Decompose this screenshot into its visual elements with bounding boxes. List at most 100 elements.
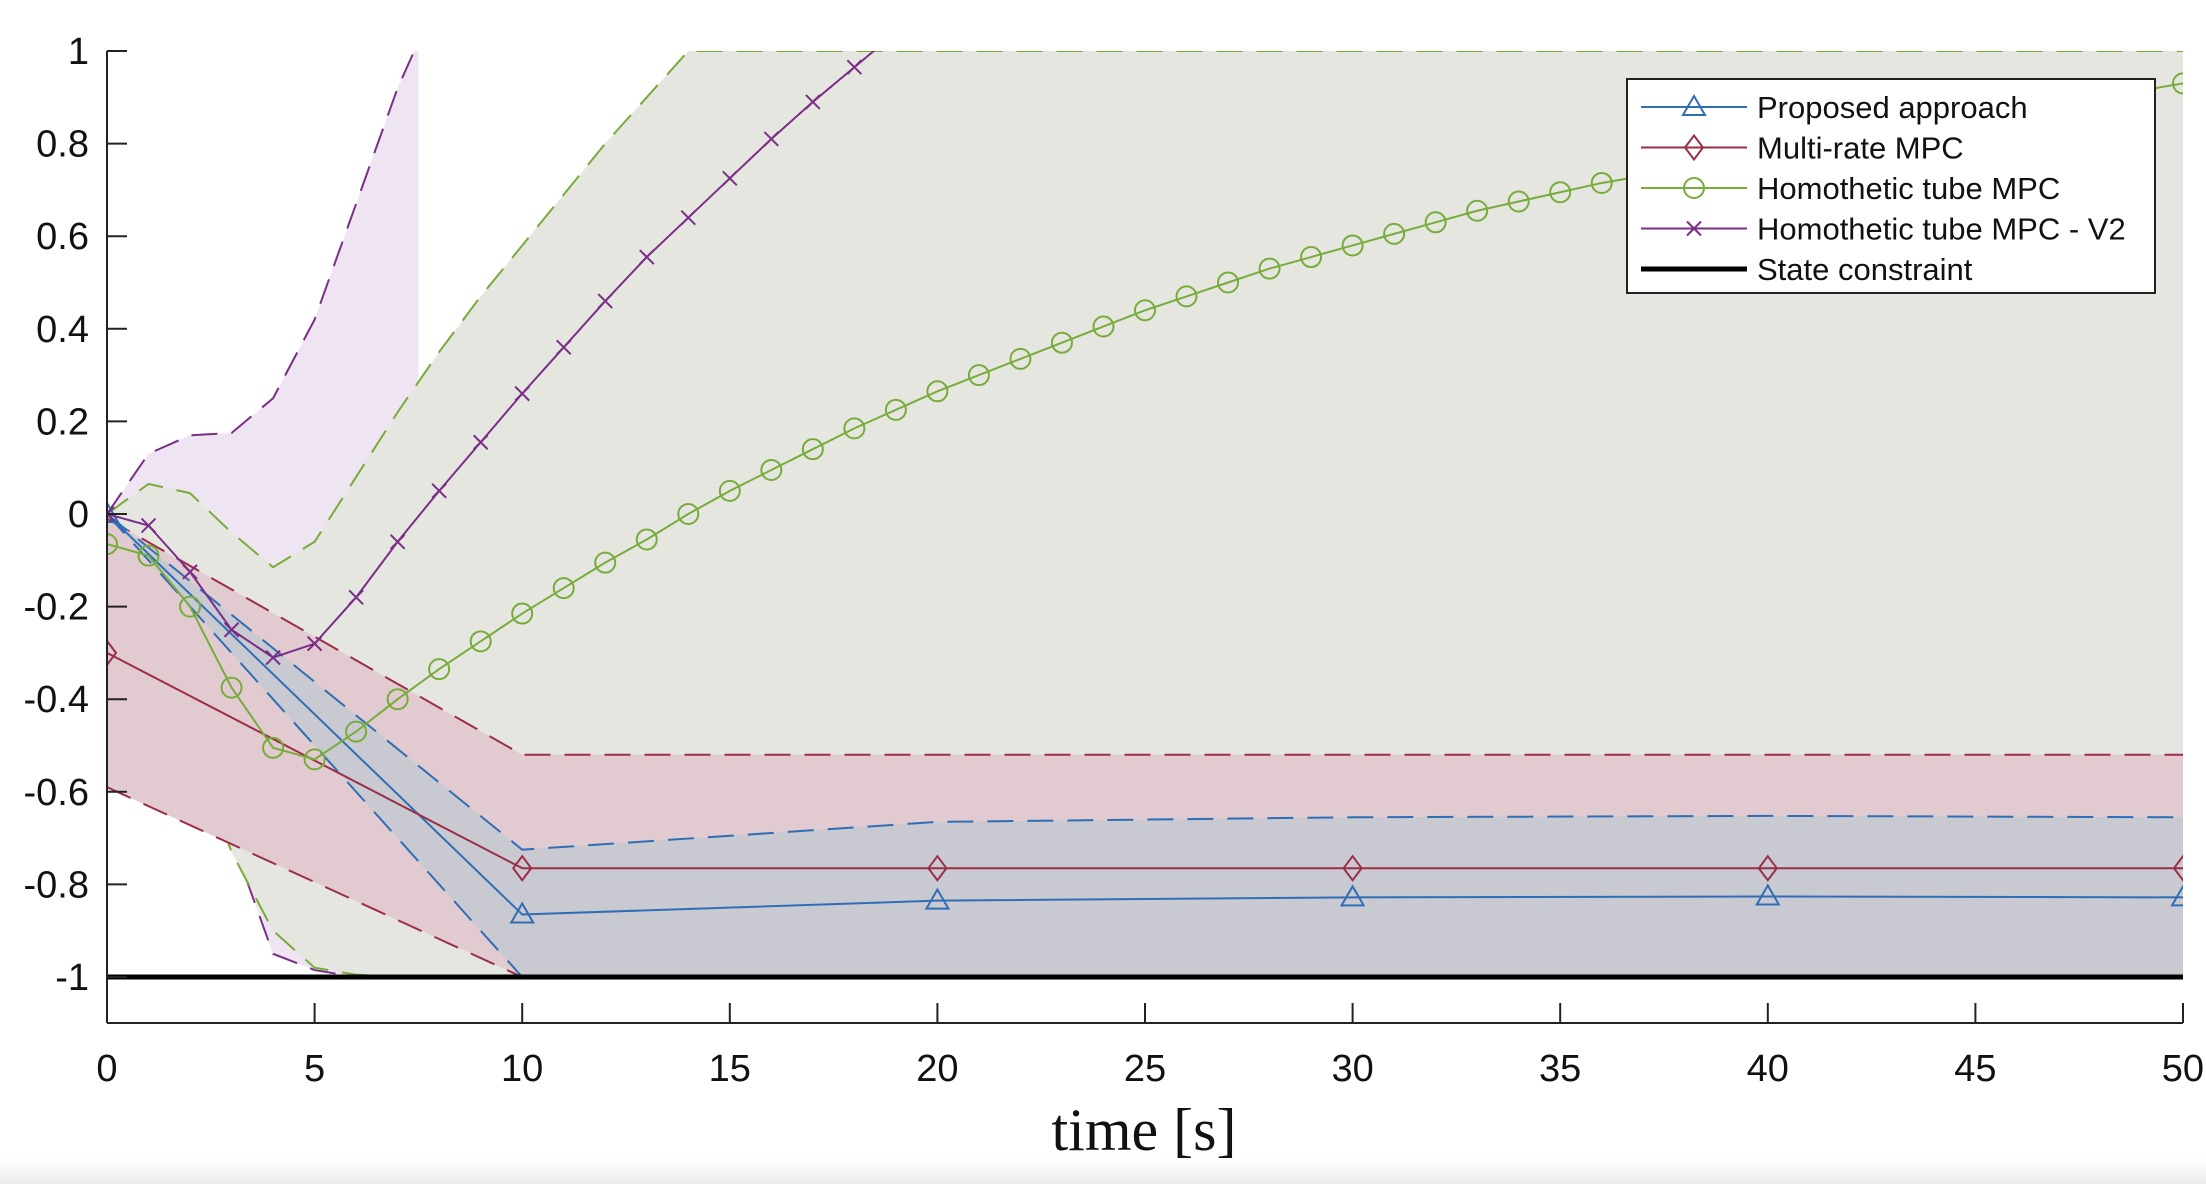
- series-2-point-36: [1590, 171, 1613, 194]
- series-1-point-3: [1342, 854, 1363, 882]
- legend-label-1: Multi-rate MPC: [1757, 131, 1964, 166]
- series-0-point-4: [1755, 883, 1781, 906]
- x-tick-label-10: 50: [2162, 1048, 2204, 1090]
- series-2-point-2: [179, 595, 202, 618]
- series-2-point-37: [2172, 72, 2183, 95]
- series-3-point-19: [889, 25, 903, 39]
- y-tick-label-4: 0.2: [36, 401, 89, 443]
- y-tick-label-9: -0.8: [24, 864, 89, 906]
- series-2-point-11: [552, 577, 575, 600]
- series-3-point-1: [140, 517, 157, 534]
- series-2-point-33: [1466, 199, 1489, 222]
- y-tick-label-7: -0.4: [24, 679, 89, 721]
- x-tick-label-8: 40: [1747, 1048, 1789, 1090]
- series-3-point-16: [763, 131, 780, 147]
- series-3-point-6: [348, 589, 364, 606]
- x-tick-label-6: 30: [1331, 1048, 1373, 1090]
- data-series: [107, 25, 2183, 980]
- legend: Proposed approach Multi-rate MPC Homotheti…: [1626, 78, 2156, 294]
- x-tick-label-5: 25: [1124, 1048, 1166, 1090]
- legend-marker-3: [1686, 220, 1702, 237]
- series-2-point-26: [1175, 285, 1198, 308]
- series-2-point-14: [677, 503, 700, 525]
- series-3-point-7: [389, 534, 406, 550]
- series-2-point-27: [1217, 271, 1240, 294]
- series-0-point-1: [509, 901, 535, 924]
- y-tick-label-2: 0.6: [36, 216, 89, 258]
- series-2-point-7: [386, 688, 409, 711]
- x-tick-label-4: 20: [916, 1048, 958, 1090]
- series-1-point-0: [107, 639, 118, 667]
- series-2-point-10: [511, 602, 534, 625]
- legend-marker-2: [1683, 177, 1705, 199]
- series-2-point-23: [1050, 331, 1073, 354]
- series-2-point-25: [1134, 299, 1156, 322]
- series-2-point-34: [1507, 190, 1530, 213]
- series-3-point-5: [306, 635, 323, 652]
- legend-label-2: Homothetic tube MPC: [1757, 171, 2060, 206]
- series-3-point-17: [805, 94, 821, 110]
- series-2-point-4: [262, 736, 285, 759]
- series-1-point-4: [1757, 854, 1779, 882]
- series-0-point-3: [1339, 884, 1366, 907]
- series-2-point-31: [1383, 222, 1406, 245]
- series-2-point-19: [884, 398, 907, 421]
- x-tick-label-2: 10: [501, 1048, 543, 1090]
- series-2-point-24: [1092, 315, 1115, 338]
- series-2-point-22: [1009, 347, 1032, 370]
- series-2-point-21: [967, 364, 990, 387]
- legend-label-0: Proposed approach: [1757, 90, 2028, 125]
- series-3-point-11: [556, 339, 572, 356]
- series-3-point-13: [639, 249, 655, 265]
- series-2-point-6: [345, 720, 368, 743]
- tube-upper-bound-3: [107, 513, 2183, 851]
- series-2-point-3: [220, 676, 243, 699]
- x-axis-title: time [s]: [1052, 1097, 1237, 1163]
- series-3-point-15: [722, 170, 738, 187]
- series-3-point-2: [182, 564, 198, 580]
- y-tick-label-10: -1: [55, 957, 89, 999]
- axes: 0 5 10 15 20 25 30 35 40 45 50 1 0.8 0.6 0.4 0.2 0 -0.2 -0…: [24, 31, 2204, 1090]
- series-1-point-2: [927, 854, 948, 882]
- series-2-point-8: [428, 658, 451, 681]
- series-3-point-18: [846, 59, 863, 75]
- x-tick-label-7: 35: [1539, 1048, 1581, 1090]
- series-3-point-3: [223, 622, 240, 638]
- series-3-point-4: [265, 649, 281, 666]
- series-line-0: [107, 513, 2183, 916]
- series-0-point-2: [924, 887, 951, 910]
- legend-label-4: State constraint: [1757, 252, 1973, 287]
- series-3-point-8: [431, 483, 447, 499]
- bottom-fade: [0, 1158, 2206, 1184]
- tube-upper-bound-2: [107, 517, 2183, 756]
- series-line-1: [107, 652, 2183, 870]
- series-3-point-9: [472, 434, 489, 450]
- series-1-point-5: [2172, 854, 2183, 882]
- series-2-point-30: [1341, 234, 1364, 257]
- tube-area-3: [107, 514, 2183, 977]
- y-tick-label-8: -0.6: [24, 772, 89, 814]
- series-0-point-5: [2170, 884, 2183, 907]
- series-2-point-13: [635, 528, 658, 551]
- x-tick-label-3: 15: [709, 1048, 751, 1090]
- series-2-point-1: [137, 544, 160, 567]
- series-2-point-12: [594, 551, 617, 574]
- series-2-point-0: [107, 533, 118, 556]
- series-3-point-10: [514, 385, 530, 402]
- series-2-point-9: [469, 630, 492, 653]
- x-tick-label-0: 0: [96, 1048, 117, 1090]
- legend-marker-0: [1681, 94, 1707, 116]
- series-2-point-20: [926, 380, 949, 403]
- y-tick-label-3: 0.4: [36, 309, 89, 351]
- series-line-2: [107, 82, 2183, 761]
- y-tick-label-1: 0.8: [36, 124, 89, 166]
- series-1-point-1: [511, 854, 533, 882]
- series-2-point-15: [718, 479, 741, 502]
- series-3-point-14: [680, 209, 696, 226]
- series-2-point-17: [801, 438, 824, 461]
- series-2-point-35: [1549, 181, 1572, 204]
- series-2-point-18: [843, 417, 866, 440]
- series-2-point-32: [1424, 211, 1447, 234]
- y-tick-label-0: 1: [68, 31, 89, 73]
